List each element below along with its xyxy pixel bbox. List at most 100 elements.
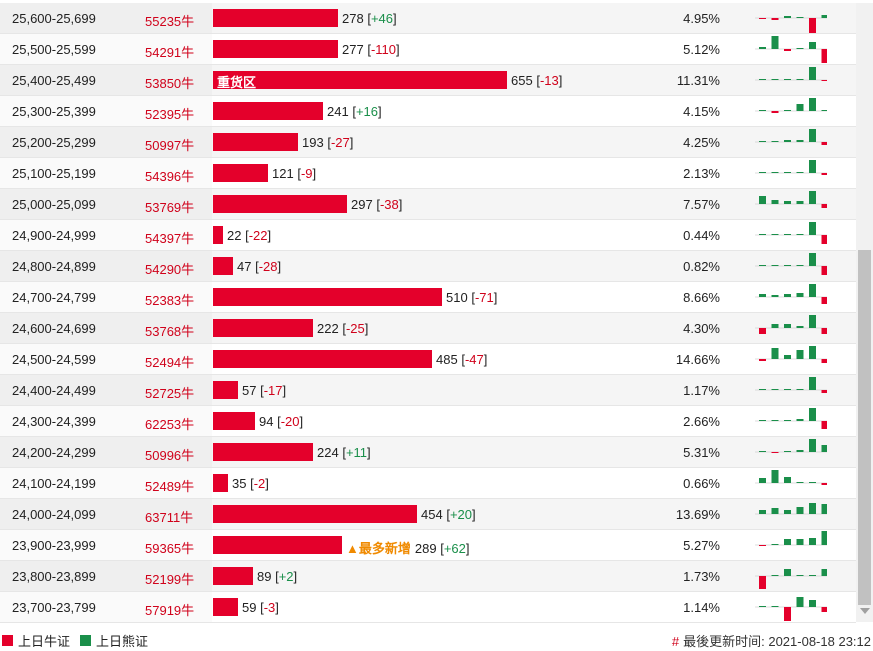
count-value: 241 [+16] (327, 104, 382, 119)
table-row[interactable]: 24,700-24,799 52383牛 510 [-71] 8.66% (0, 282, 856, 313)
count-number: 224 (317, 445, 339, 460)
sparkline-bar (796, 293, 804, 297)
sparkline-bar (771, 295, 779, 297)
count-number: 655 (511, 73, 533, 88)
label-cell-bg (0, 406, 212, 436)
sparkline-bar (796, 172, 804, 173)
history-sparkline (755, 160, 827, 175)
top-cbbc-code[interactable]: 59365牛 (145, 541, 195, 556)
top-cbbc-code[interactable]: 53768牛 (145, 324, 195, 339)
count-number: 94 (259, 414, 274, 429)
sparkline-bar (796, 326, 804, 328)
count-bar (213, 598, 238, 616)
table-row[interactable]: 25,000-25,099 53769牛 297 [-38] 7.57% (0, 189, 856, 220)
percentage: 13.69% (675, 507, 720, 522)
sparkline-bar (771, 389, 779, 390)
table-row[interactable]: 25,300-25,399 52395牛 241 [+16] 4.15% (0, 96, 856, 127)
count-number: 510 (446, 290, 468, 305)
top-cbbc-code[interactable]: 50996牛 (145, 448, 195, 463)
count-bar (213, 319, 313, 337)
top-cbbc-code[interactable]: 62253牛 (145, 417, 195, 432)
top-cbbc-code[interactable]: 57919牛 (145, 603, 195, 618)
sparkline-bar (771, 141, 779, 142)
top-cbbc-code[interactable]: 53769牛 (145, 200, 195, 215)
top-cbbc-code[interactable]: 54396牛 (145, 169, 195, 184)
table-row[interactable]: 24,600-24,699 53768牛 222 [-25] 4.30% (0, 313, 856, 344)
table-row[interactable]: 25,400-25,499 53850牛 重货区 655 [-13] 11.31% (0, 65, 856, 96)
count-bar (213, 133, 298, 151)
table-row[interactable]: 25,600-25,699 55235牛 278 [+46] 4.95% (0, 3, 856, 34)
top-cbbc-code[interactable]: 52199牛 (145, 572, 195, 587)
table-row[interactable]: 25,500-25,599 54291牛 277 [-110] 5.12% (0, 34, 856, 65)
top-cbbc-code[interactable]: 52489牛 (145, 479, 195, 494)
table-row[interactable]: 24,300-24,399 62253牛 94 [-20] 2.66% (0, 406, 856, 437)
count-bar (213, 164, 268, 182)
sparkline-bar (809, 482, 816, 483)
count-number: 289 (414, 541, 437, 556)
label-cell-bg (0, 282, 212, 312)
top-cbbc-code[interactable]: 63711牛 (145, 510, 194, 525)
table-row[interactable]: 23,700-23,799 57919牛 59 [-3] 1.14% (0, 592, 856, 623)
sparkline-bar (771, 348, 779, 359)
count-number: 47 (237, 259, 252, 274)
scroll-down-arrow-icon[interactable] (860, 608, 870, 614)
sparkline-bar (759, 420, 766, 421)
heavy-zone-label: 重货区 (217, 75, 257, 90)
count-bar (213, 350, 432, 368)
top-cbbc-code[interactable]: 50997牛 (145, 138, 195, 153)
table-row[interactable]: 24,100-24,199 52489牛 35 [-2] 0.66% (0, 468, 856, 499)
top-cbbc-code[interactable]: 52494牛 (145, 355, 195, 370)
top-cbbc-code[interactable]: 53850牛 (145, 76, 195, 91)
table-row[interactable]: 23,800-23,899 52199牛 89 [+2] 1.73% (0, 561, 856, 592)
top-cbbc-code[interactable]: 55235牛 (145, 14, 195, 29)
scrollbar-thumb[interactable] (858, 250, 871, 605)
top-cbbc-code[interactable]: 54290牛 (145, 262, 195, 277)
percentage: 0.66% (683, 476, 720, 491)
count-value: 222 [-25] (317, 321, 369, 336)
table-row[interactable]: 23,900-23,999 59365牛 ▲最多新增 289 [+62] 5.27% (0, 530, 856, 561)
table-row[interactable]: 24,800-24,899 54290牛 47 [-28] 0.82% (0, 251, 856, 282)
label-cell-bg (0, 65, 212, 95)
last-update-text: 最後更新时间: 2021-08-18 23:12 (683, 634, 871, 649)
count-value: 485 [-47] (436, 352, 488, 367)
count-change: -22 (248, 228, 268, 243)
top-cbbc-code[interactable]: 54291牛 (145, 45, 195, 60)
sparkline-bar (771, 18, 779, 20)
table-row[interactable]: 25,200-25,299 50997牛 193 [-27] 4.25% (0, 127, 856, 158)
strike-range: 25,000-25,099 (12, 197, 96, 212)
sparkline-bar (796, 450, 804, 452)
top-cbbc-code[interactable]: 52725牛 (145, 386, 195, 401)
sparkline-bar (784, 389, 791, 390)
table-row[interactable]: 24,200-24,299 50996牛 224 [+11] 5.31% (0, 437, 856, 468)
count-number: 193 (302, 135, 324, 150)
history-sparkline (755, 315, 827, 334)
count-value: 22 [-22] (227, 228, 272, 243)
table-row[interactable]: 24,500-24,599 52494牛 485 [-47] 14.66% (0, 344, 856, 375)
top-cbbc-code[interactable]: 52383牛 (145, 293, 195, 308)
sparkline-bar (809, 160, 816, 173)
count-number: 35 (232, 476, 247, 491)
sparkline-bar (771, 111, 779, 113)
bull-square-icon (2, 635, 13, 646)
table-row[interactable]: 25,100-25,199 54396牛 121 [-9] 2.13% (0, 158, 856, 189)
sparkline-bar (809, 600, 816, 607)
sparkline-bar (809, 315, 816, 328)
top-cbbc-code[interactable]: 54397牛 (145, 231, 195, 246)
sparkline-bar (821, 142, 827, 145)
table-row[interactable]: 24,900-24,999 54397牛 22 [-22] 0.44% (0, 220, 856, 251)
label-cell-bg (0, 499, 212, 529)
history-sparkline (755, 597, 827, 621)
footer: 上日牛证 上日熊证 # 最後更新时间: 2021-08-18 23:12 (0, 623, 873, 651)
sparkline-bar (759, 79, 766, 80)
top-cbbc-code[interactable]: 52395牛 (145, 107, 195, 122)
sparkline-bar (809, 98, 816, 111)
sparkline-bar (821, 607, 827, 612)
strike-range: 23,800-23,899 (12, 569, 96, 584)
percentage: 4.15% (683, 104, 720, 119)
percentage: 14.66% (675, 352, 720, 367)
sparkline-bar (796, 389, 804, 390)
sparkline-bar (809, 67, 816, 80)
table-row[interactable]: 24,000-24,099 63711牛 454 [+20] 13.69% (0, 499, 856, 530)
sparkline-bar (771, 200, 779, 204)
table-row[interactable]: 24,400-24,499 52725牛 57 [-17] 1.17% (0, 375, 856, 406)
